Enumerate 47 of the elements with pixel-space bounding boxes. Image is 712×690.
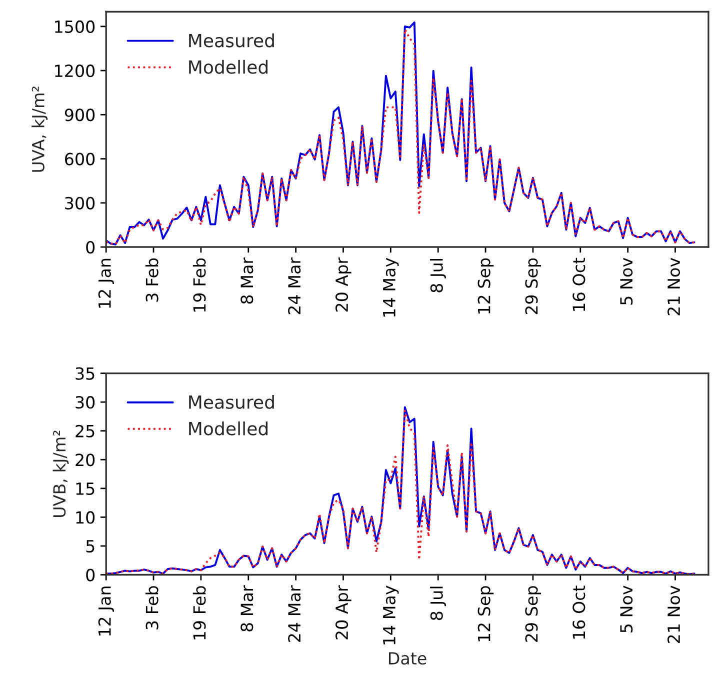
x-tick-label: 14 May <box>383 586 399 644</box>
x-tick-label: 14 May <box>383 258 399 317</box>
y-tick-label: 30 <box>76 396 95 409</box>
x-tick-label: 20 Apr <box>335 585 352 640</box>
x-tick-label: 21 Nov <box>667 258 680 316</box>
x-tick-label: 8 Jul <box>430 586 446 620</box>
legend-label: Modelled <box>189 421 268 436</box>
y-tick-label: 35 <box>76 367 94 380</box>
y-tick-label: 15 <box>76 482 94 495</box>
y-tick-label: 600 <box>65 152 95 166</box>
y-tick-label: 300 <box>65 196 95 210</box>
x-tick-label: 5 Nov <box>620 586 633 632</box>
x-tick-label: 16 Oct <box>572 258 586 311</box>
x-tick-label: 24 Mar <box>288 585 301 642</box>
y-tick-label: 0 <box>86 240 95 254</box>
y-tick-label: 1200 <box>55 64 95 78</box>
y-tick-label: 20 <box>76 454 95 466</box>
x-tick-label: 8 Mar <box>240 585 254 632</box>
x-tick-label: 3 Feb <box>145 586 158 630</box>
x-tick-label: 12 Jan <box>98 586 114 636</box>
x-tick-label: 19 Feb <box>192 258 206 312</box>
x-tick-label: 24 Mar <box>288 257 301 314</box>
x-tick-label: 29 Sep <box>525 258 542 314</box>
x-tick-label: 12 Jan <box>98 258 114 308</box>
legend-label: Measured <box>189 33 274 48</box>
x-tick-label: 12 Sep <box>478 258 494 314</box>
x-tick-label: 29 Sep <box>525 586 542 642</box>
y-axis-title: UVA, kJ/m² <box>32 86 48 172</box>
x-axis-title: Date <box>388 652 426 665</box>
x-tick-label: 5 Nov <box>620 258 633 305</box>
y-tick-label: 25 <box>76 424 94 438</box>
y-tick-label: 900 <box>64 108 95 122</box>
y-tick-label: 10 <box>76 511 95 524</box>
x-tick-label: 20 Apr <box>335 257 352 312</box>
y-axis-title: UVB, kJ/m² <box>52 430 69 517</box>
y-tick-label: 1500 <box>55 20 95 34</box>
x-tick-label: 21 Nov <box>667 586 680 643</box>
x-tick-label: 12 Sep <box>478 586 494 642</box>
x-tick-label: 8 Jul <box>430 259 446 292</box>
x-tick-label: 16 Oct <box>572 586 586 639</box>
x-tick-label: 8 Mar <box>240 257 254 304</box>
x-tick-label: 3 Feb <box>145 258 158 302</box>
x-tick-label: 19 Feb <box>192 586 206 640</box>
y-tick-label: 0 <box>86 568 95 582</box>
legend-label: Measured <box>189 394 274 409</box>
y-tick-label: 5 <box>86 540 94 553</box>
legend-label: Modelled <box>189 60 268 74</box>
